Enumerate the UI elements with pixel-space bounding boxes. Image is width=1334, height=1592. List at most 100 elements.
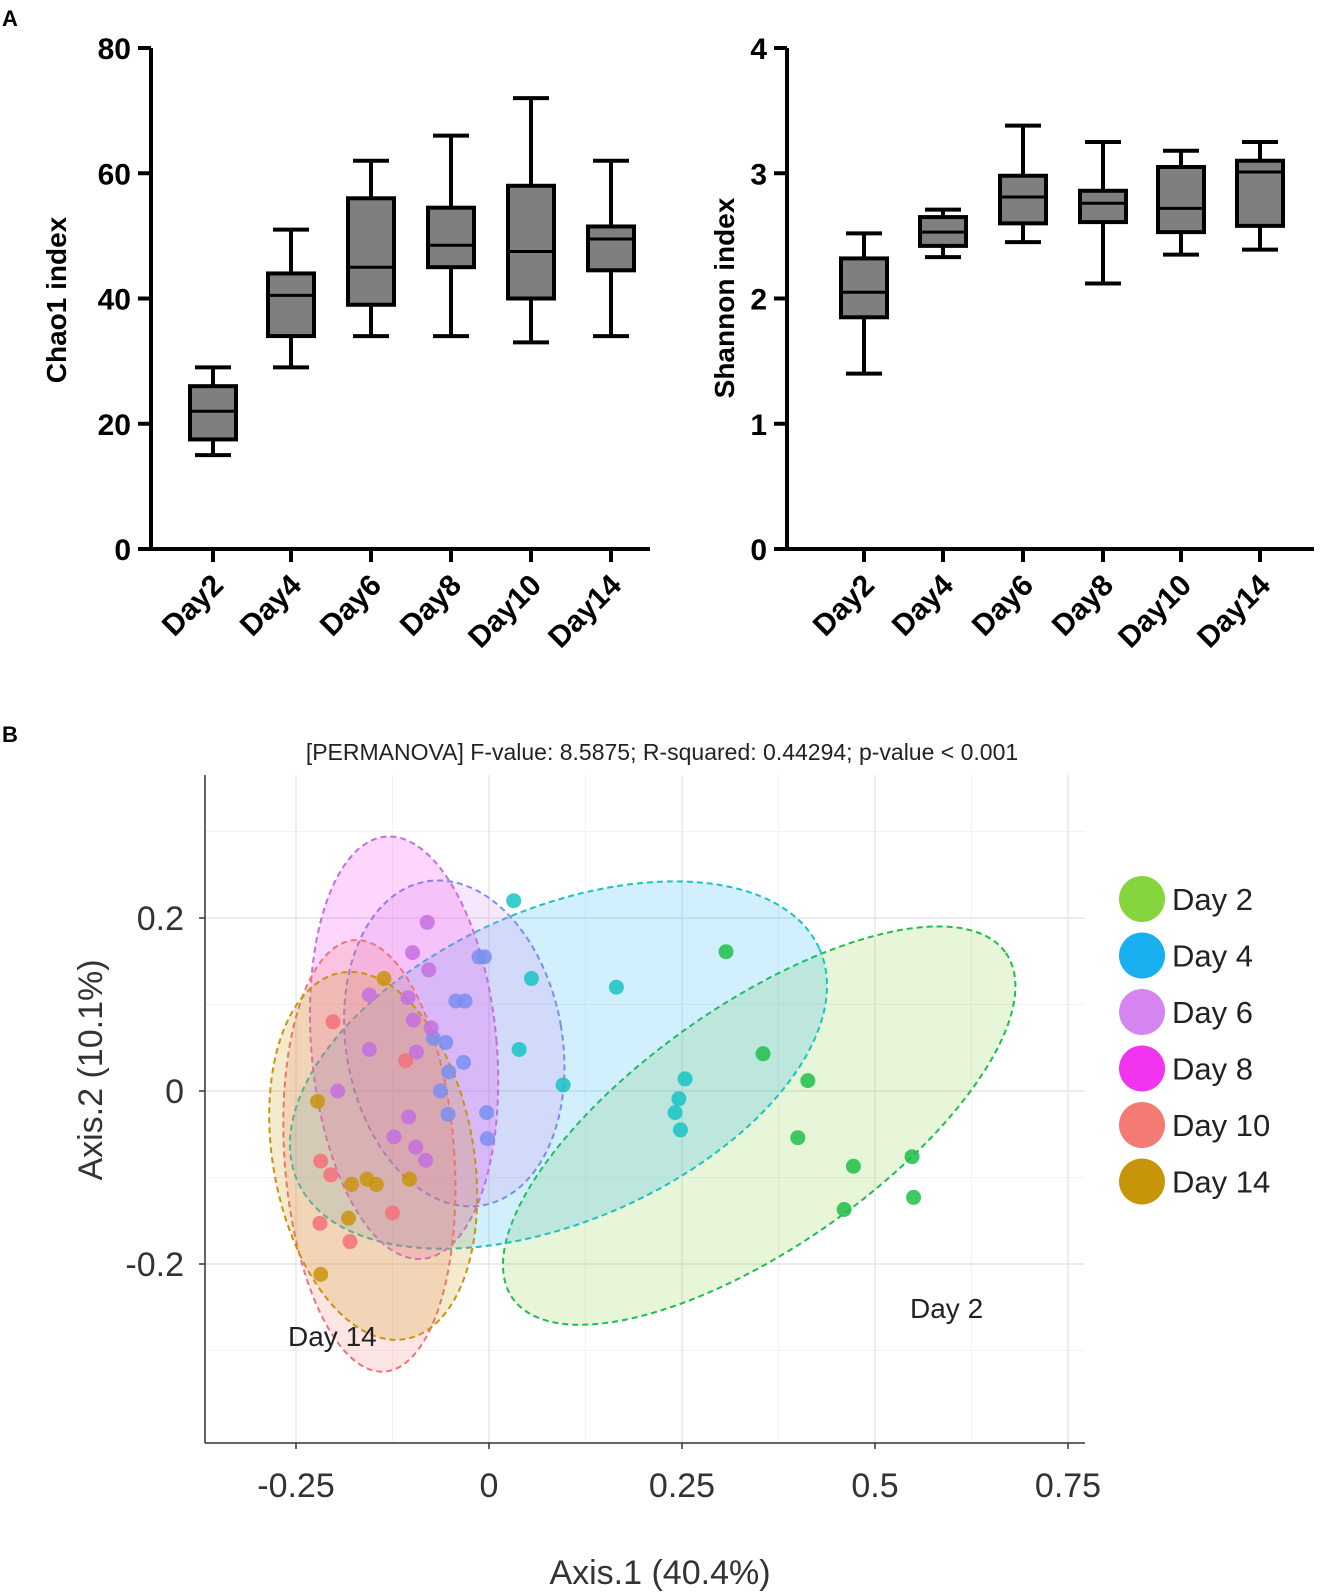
shannon-box: [1078, 188, 1128, 225]
annotation-day2: Day 2: [910, 1293, 983, 1324]
ellipse-day-8: [308, 835, 500, 1261]
point-day-8: [386, 1129, 402, 1145]
chao1-box: [188, 384, 238, 442]
shannon-ytick-label: 1: [750, 409, 767, 442]
pcoa-y-axis-label: Axis.2 (10.1%): [72, 959, 110, 1180]
shannon-ytick-label: 0: [750, 534, 767, 567]
chao1-xtick-label: Day6: [314, 569, 388, 643]
point-day-10: [323, 1167, 339, 1183]
legend-swatch-day-14: [1119, 1158, 1165, 1205]
point-day-8: [361, 987, 377, 1003]
point-day-14: [313, 1266, 329, 1282]
shannon-box: [1156, 164, 1206, 235]
point-day-2: [904, 1149, 920, 1165]
point-day-14: [401, 1171, 417, 1187]
point-day-8: [421, 962, 437, 978]
chao1-ytick-label: 60: [98, 158, 131, 191]
legend-label: Day 6: [1172, 995, 1253, 1030]
point-day-14: [376, 971, 392, 987]
ellipse-day-2: [501, 925, 1017, 1326]
point-day-10: [342, 1234, 358, 1250]
point-day-8: [361, 1041, 377, 1057]
point-day-2: [836, 1202, 852, 1218]
chao1-box: [506, 183, 556, 301]
point-day-4: [523, 971, 539, 987]
ellipse-day-14: [268, 970, 479, 1341]
point-day-2: [755, 1046, 771, 1062]
point-day-14: [310, 1093, 326, 1109]
pcoa-xtick-label: 0: [480, 1467, 499, 1505]
pcoa-title: [PERMANOVA] F-value: 8.5875; R-squared: …: [306, 739, 1018, 765]
point-day-6: [440, 1106, 456, 1122]
chao1-box: [426, 205, 476, 270]
pcoa-xtick-label: -0.25: [257, 1467, 335, 1505]
chao1-ytick-label: 80: [98, 33, 131, 66]
annotation-day14: Day 14: [288, 1321, 377, 1352]
point-day-6: [457, 993, 473, 1009]
point-day-4: [555, 1077, 571, 1093]
shannon-box: [839, 256, 889, 320]
chao1-ytick-label: 0: [114, 534, 131, 567]
chao1-xtick-label: Day10: [462, 569, 548, 655]
legend-label: Day 14: [1172, 1165, 1270, 1200]
point-day-10: [325, 1014, 341, 1030]
point-day-8: [419, 914, 435, 930]
point-day-8: [405, 945, 421, 961]
ellipse-day-6: [343, 879, 566, 1208]
shannon-xtick-label: Day6: [966, 569, 1040, 643]
shannon-y-axis-label: Shannon index: [709, 197, 740, 398]
chao1-ytick-label: 40: [98, 284, 131, 317]
chao1-ytick-label: 20: [98, 409, 131, 442]
legend-swatch-day-8: [1119, 1045, 1165, 1092]
pcoa-xtick-label: 0.5: [851, 1467, 898, 1505]
point-day-14: [344, 1176, 360, 1192]
point-day-8: [408, 1044, 424, 1060]
point-day-14: [368, 1176, 384, 1192]
point-day-6: [479, 1105, 495, 1121]
point-day-6: [432, 1083, 448, 1099]
point-day-8: [408, 1139, 424, 1155]
pcoa-plot-area: [205, 775, 1085, 1443]
point-day-4: [608, 979, 624, 995]
point-day-2: [845, 1158, 861, 1174]
point-day-8: [418, 1152, 434, 1168]
point-day-8: [401, 1109, 417, 1125]
point-day-4: [511, 1041, 527, 1057]
legend-label: Day 4: [1172, 939, 1253, 974]
pcoa-x-axis-label: Axis.1 (40.4%): [549, 1554, 770, 1592]
chao1-box: [586, 224, 636, 273]
shannon-boxplot: Shannon index 0 1 2 3 4 Day2 Day4 Day6 Day8Day10…: [709, 33, 1314, 654]
shannon-ytick-label: 4: [750, 33, 767, 66]
point-day-2: [790, 1130, 806, 1146]
pcoa-scatterplot: [PERMANOVA] F-value: 8.5875; R-squared: …: [72, 739, 1270, 1592]
pcoa-ytick-label: 0.2: [137, 900, 184, 938]
point-day-6: [438, 1035, 454, 1051]
pcoa-xtick-label: 0.75: [1035, 1467, 1101, 1505]
point-day-6: [456, 1054, 472, 1070]
panel-label-a: A: [2, 6, 18, 31]
point-day-8: [400, 990, 416, 1006]
chao1-box: [346, 196, 396, 307]
point-day-10: [398, 1053, 414, 1069]
point-day-8: [423, 1020, 439, 1036]
shannon-xtick-label: Day2: [807, 569, 881, 643]
shannon-ytick-label: 3: [750, 158, 767, 191]
shannon-box: [1235, 158, 1285, 228]
point-day-4: [671, 1091, 687, 1107]
point-day-4: [667, 1105, 683, 1121]
shannon-xtick-label: Day8: [1046, 569, 1120, 643]
point-day-4: [506, 893, 522, 909]
legend: Day 2 Day 4 Day 6 Day 8 Day 10 Day 14: [1119, 876, 1270, 1205]
point-day-2: [800, 1073, 816, 1089]
shannon-box: [998, 173, 1048, 226]
point-day-6: [441, 1064, 457, 1080]
legend-label: Day 2: [1172, 882, 1253, 917]
pcoa-xtick-label: 0.25: [649, 1467, 715, 1505]
point-day-10: [385, 1205, 400, 1221]
legend-swatch-day-6: [1119, 989, 1165, 1035]
shannon-xtick-label: Day10: [1112, 569, 1198, 655]
point-day-2: [906, 1189, 922, 1205]
point-day-6: [476, 949, 492, 965]
chao1-box: [266, 271, 316, 339]
